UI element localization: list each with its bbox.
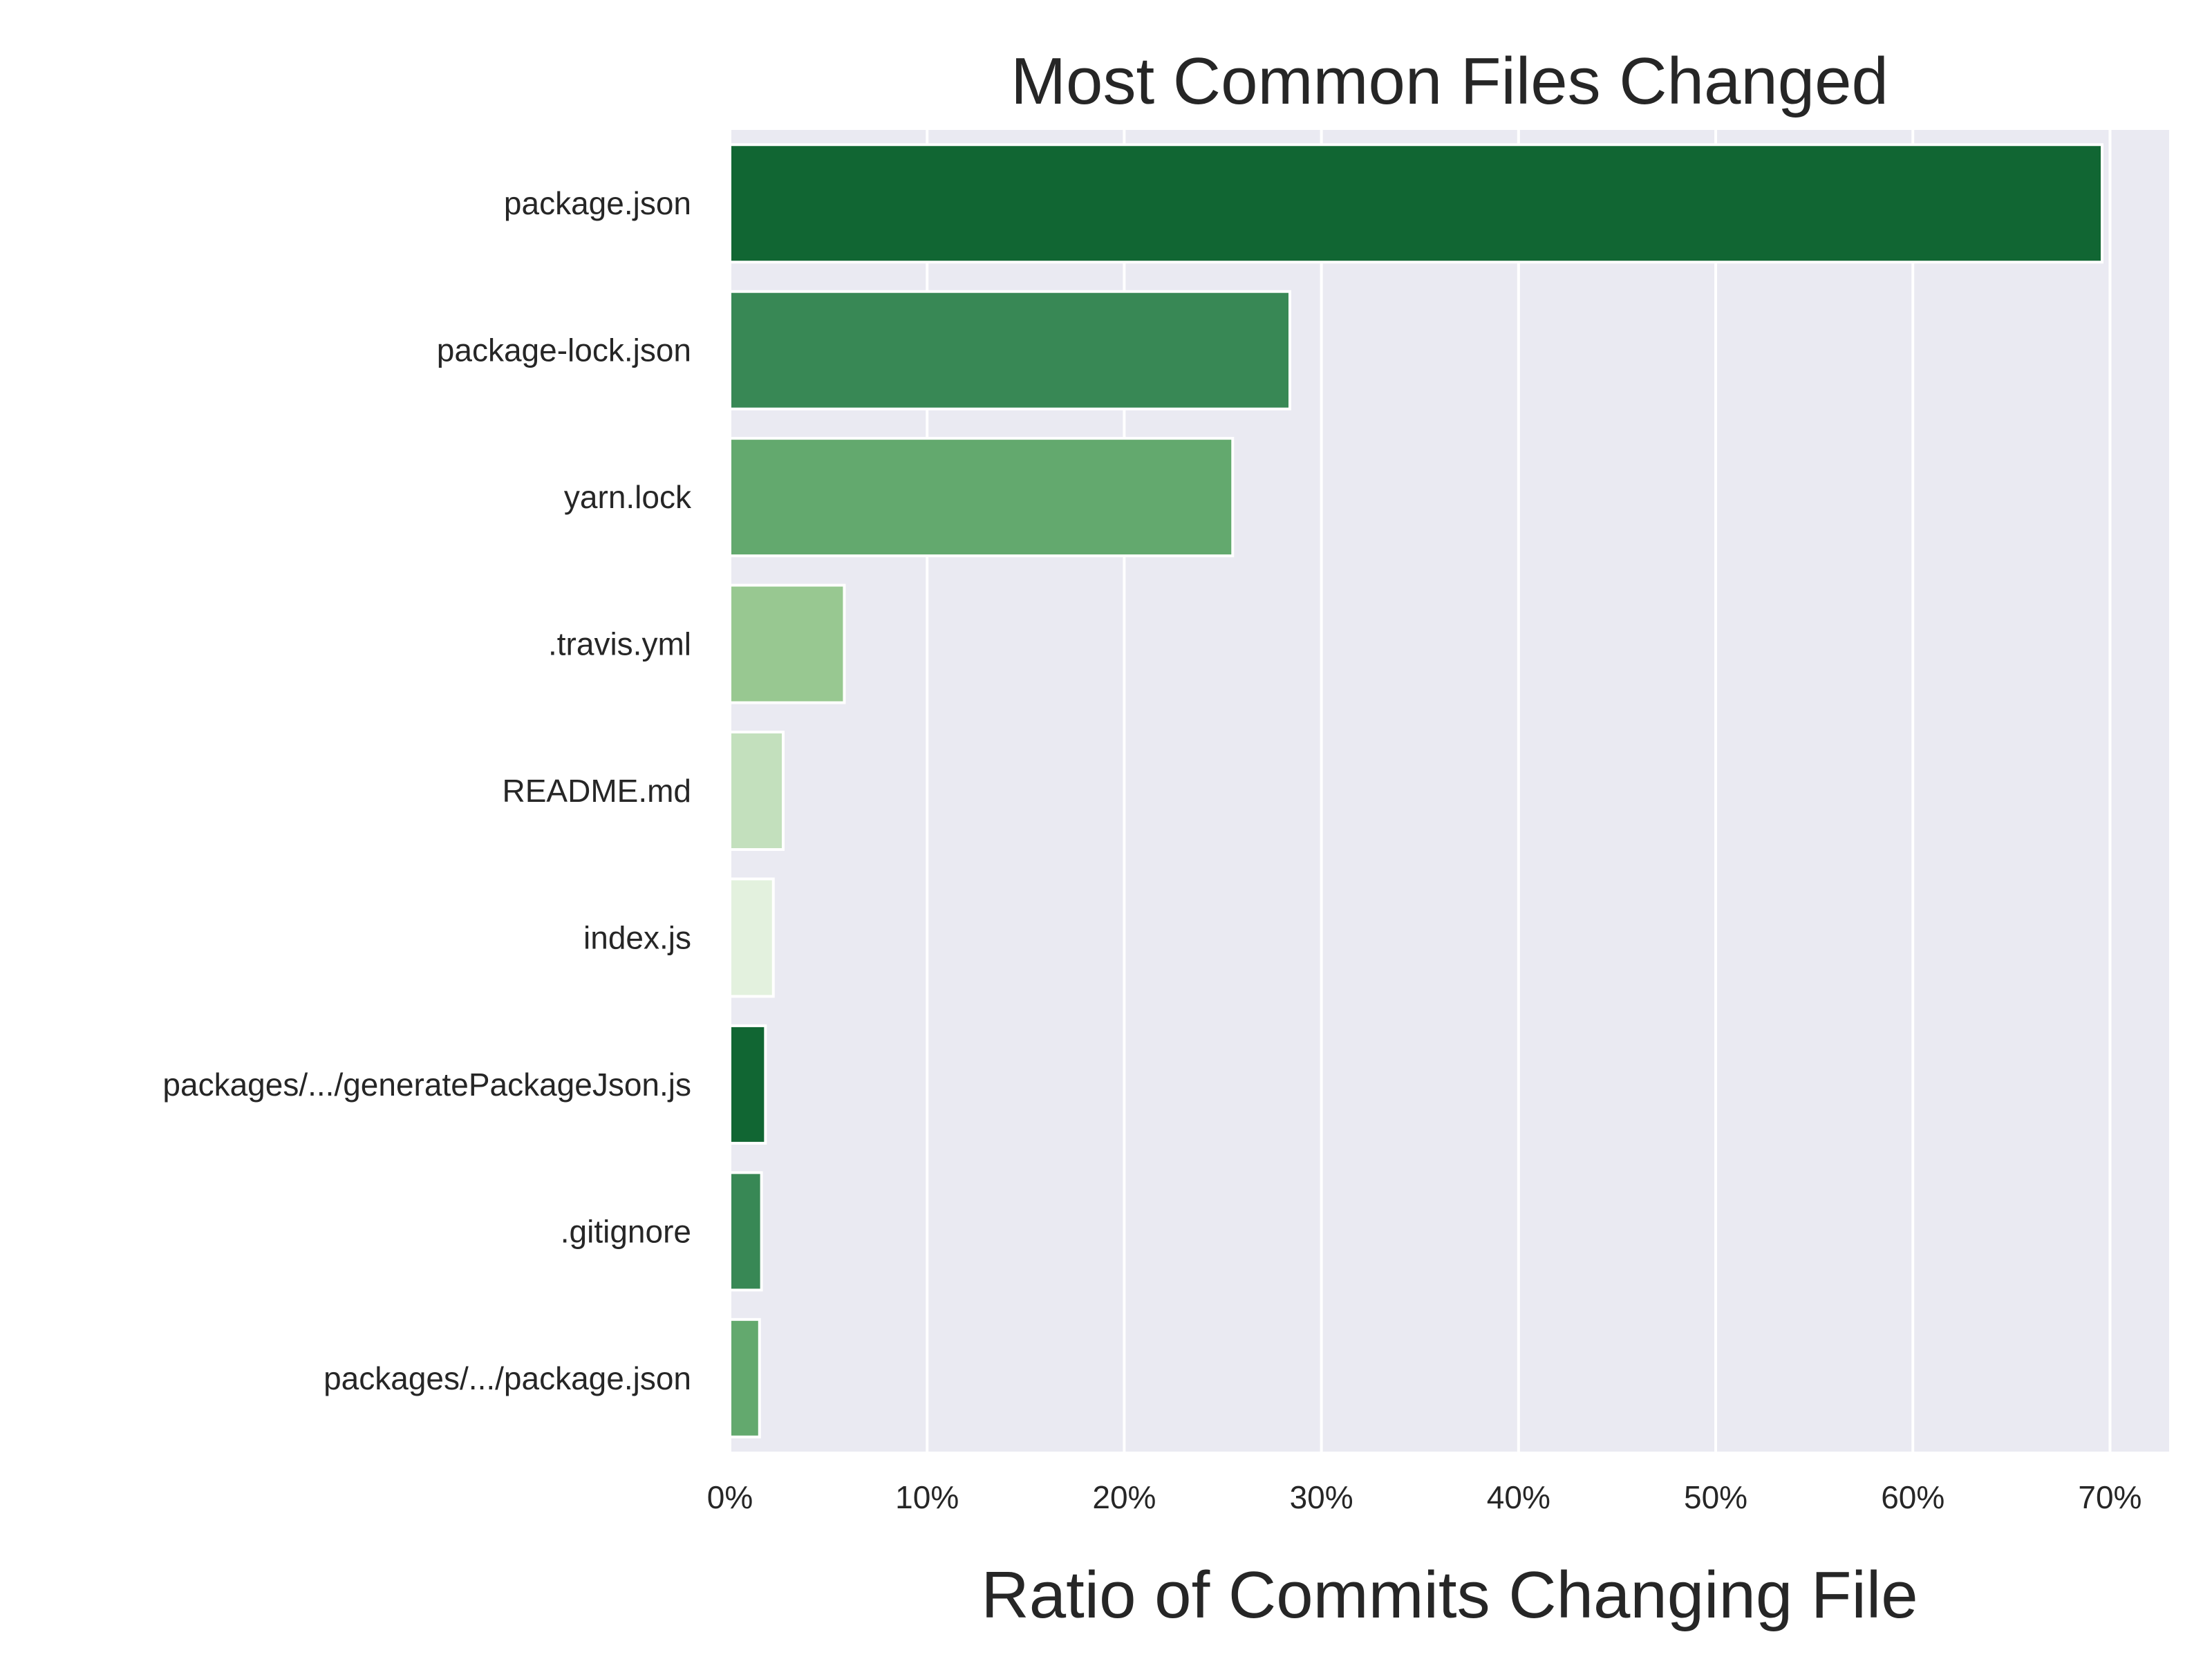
x-tick-label: 10% bbox=[895, 1479, 959, 1515]
y-tick-label: packages/.../generatePackageJson.js bbox=[162, 1067, 691, 1103]
chart-title: Most Common Files Changed bbox=[1011, 44, 1888, 118]
x-tick-label: 40% bbox=[1487, 1479, 1550, 1515]
bar bbox=[729, 143, 2104, 264]
bar bbox=[729, 877, 775, 998]
bars bbox=[729, 143, 2104, 1438]
y-tick-label: yarn.lock bbox=[564, 479, 692, 515]
x-tick-label: 50% bbox=[1684, 1479, 1747, 1515]
bar bbox=[729, 437, 1235, 558]
bar bbox=[729, 1024, 767, 1145]
x-tick-labels: 0% 10% 20% 30% 40% 50% 60% 70% bbox=[707, 1479, 2142, 1515]
y-tick-label: .gitignore bbox=[561, 1213, 691, 1249]
y-tick-labels: package.json package-lock.json yarn.lock .t… bbox=[162, 185, 692, 1396]
y-tick-label: package.json bbox=[504, 185, 691, 221]
x-tick-label: 30% bbox=[1290, 1479, 1353, 1515]
y-tick-label: .travis.yml bbox=[548, 626, 691, 662]
bar bbox=[729, 731, 785, 851]
x-axis-label: Ratio of Commits Changing File bbox=[981, 1558, 1918, 1632]
x-tick-label: 60% bbox=[1881, 1479, 1944, 1515]
y-tick-label: README.md bbox=[503, 773, 691, 809]
bar bbox=[729, 583, 846, 704]
bar bbox=[729, 1318, 761, 1438]
x-tick-label: 20% bbox=[1092, 1479, 1156, 1515]
y-tick-label: packages/.../package.json bbox=[324, 1360, 691, 1396]
bar bbox=[729, 290, 1291, 411]
y-tick-label: package-lock.json bbox=[437, 332, 691, 368]
x-tick-label: 70% bbox=[2078, 1479, 2141, 1515]
bar bbox=[729, 1171, 763, 1292]
y-tick-label: index.js bbox=[583, 919, 691, 955]
x-tick-label: 0% bbox=[707, 1479, 753, 1515]
